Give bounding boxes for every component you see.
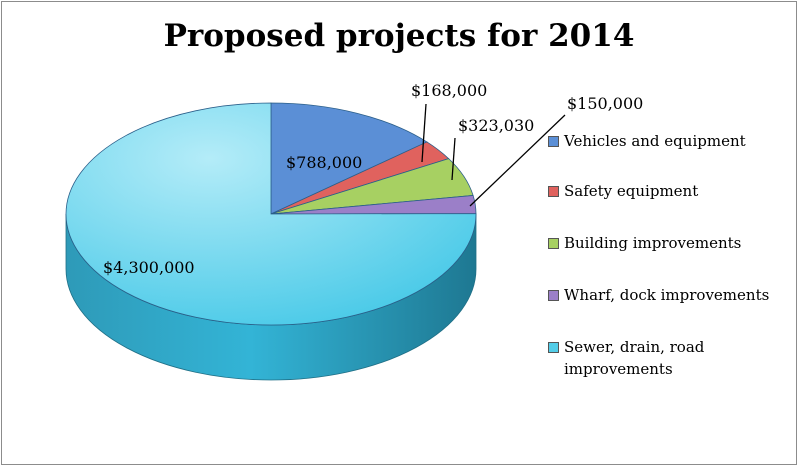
leader-line	[421, 103, 427, 163]
data-label: $4,300,000	[103, 258, 195, 277]
legend-item: Sewer, drain, road improvements	[548, 336, 793, 380]
leader-line	[451, 137, 456, 181]
legend-swatch	[548, 342, 559, 353]
legend-swatch	[548, 238, 559, 249]
pie-slice	[270, 102, 428, 215]
data-label: $168,000	[411, 81, 487, 100]
chart-title: Proposed projects for 2014	[163, 18, 635, 54]
legend-swatch	[548, 136, 559, 147]
leader-line	[469, 114, 566, 207]
legend-label: Building improvements	[564, 234, 742, 252]
legend-item: Wharf, dock improvements	[548, 284, 793, 306]
legend-label: Vehicles and equipment	[564, 132, 746, 150]
legend-item: Vehicles and equipment	[548, 130, 793, 152]
legend-label: Wharf, dock improvements	[564, 286, 770, 304]
legend-swatch	[548, 290, 559, 301]
legend-item: Building improvements	[548, 232, 793, 254]
legend-swatch	[548, 186, 559, 197]
legend-item: Safety equipment	[548, 180, 793, 202]
legend-label: Safety equipment	[564, 182, 699, 200]
pie-slice	[65, 102, 477, 326]
data-label: $788,000	[286, 153, 362, 172]
data-label: $150,000	[567, 94, 643, 113]
legend-label: Sewer, drain, road improvements	[564, 338, 705, 378]
chart-legend: Vehicles and equipment Safety equipment …	[548, 128, 793, 380]
data-label: $323,030	[458, 116, 534, 135]
